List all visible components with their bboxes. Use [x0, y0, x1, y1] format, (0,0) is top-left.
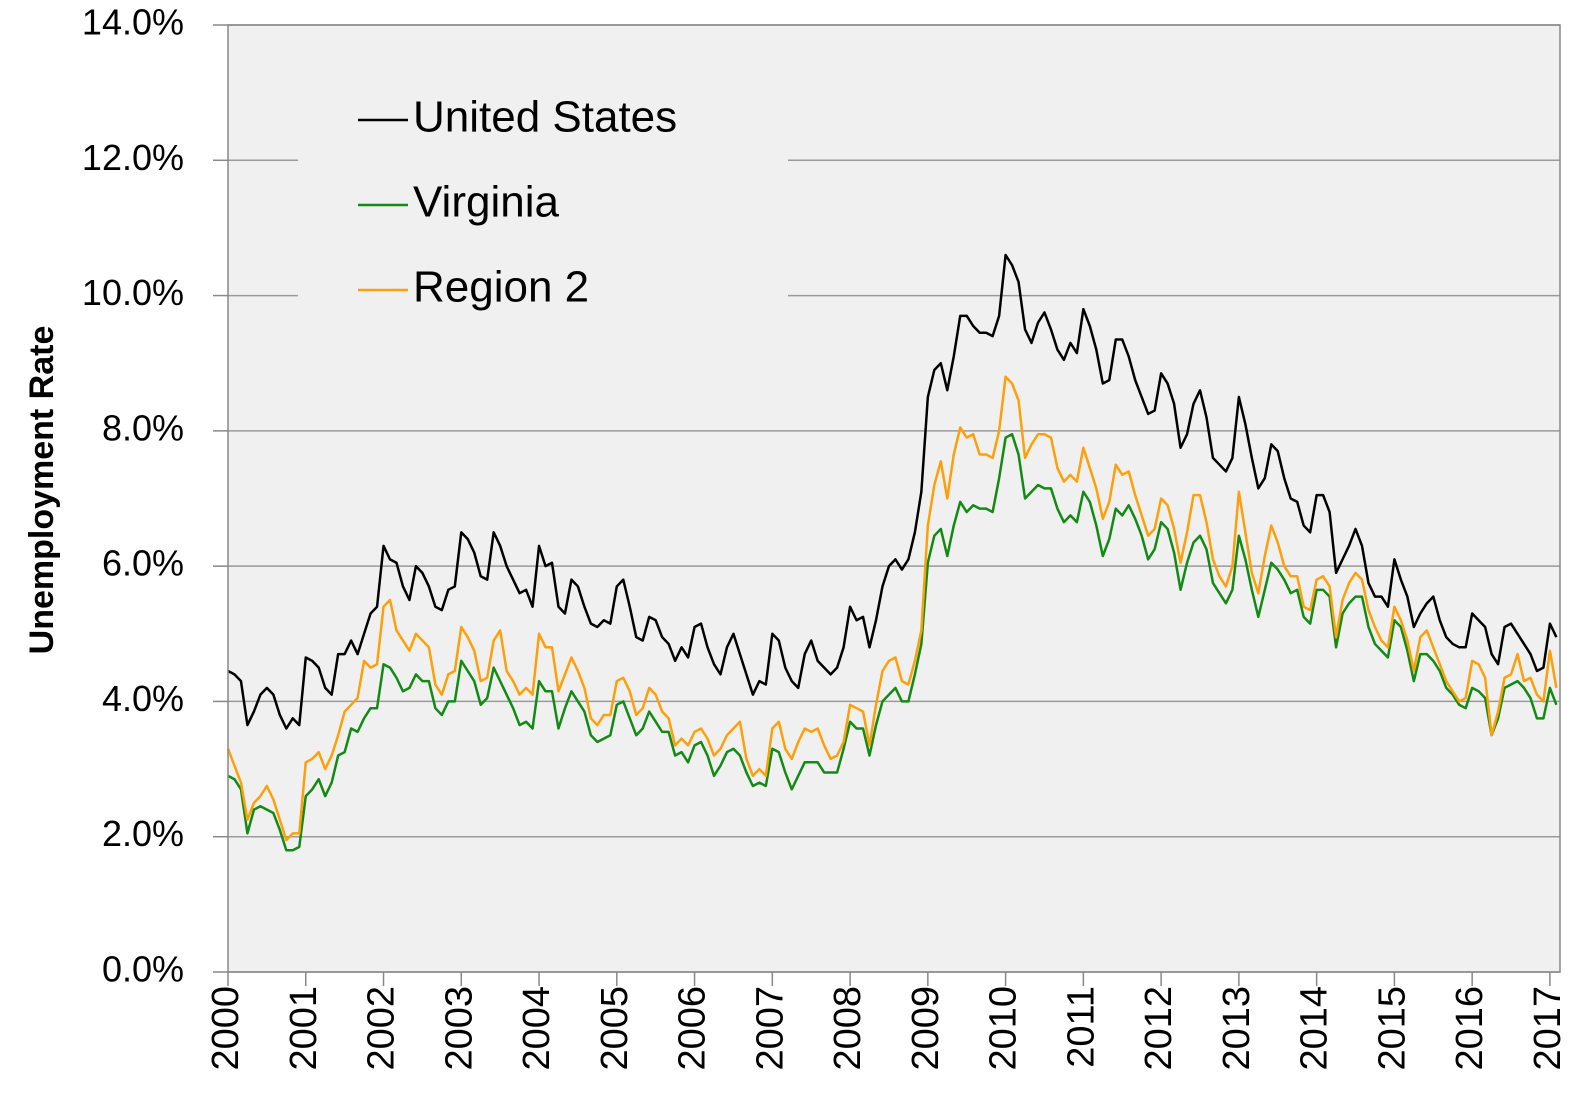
x-tick-label: 2016: [1449, 986, 1491, 1071]
x-tick-label: 2008: [827, 986, 869, 1071]
x-tick-label: 2004: [516, 986, 558, 1071]
legend-label: United States: [413, 93, 677, 142]
plot-border: [227, 24, 1561, 973]
x-tick-label: 2012: [1138, 986, 1180, 1071]
x-tick-label: 2017: [1527, 986, 1569, 1071]
y-tick-label: 2.0%: [102, 813, 184, 854]
legend-label: Region 2: [413, 263, 589, 312]
x-tick-label: 2007: [749, 986, 791, 1071]
x-tick-label: 2013: [1216, 986, 1258, 1071]
y-tick-label: 12.0%: [82, 137, 184, 178]
x-tick-label: 2000: [205, 986, 247, 1071]
legend-box: [298, 70, 788, 330]
y-tick-label: 10.0%: [82, 272, 184, 313]
y-tick-label: 8.0%: [102, 407, 184, 448]
x-tick-label: 2011: [1060, 986, 1102, 1068]
series-line: [227, 432, 1558, 852]
y-tick-label: 14.0%: [82, 2, 184, 43]
y-axis-label: Unemployment Rate: [23, 326, 61, 655]
x-tick-label: 2005: [594, 986, 636, 1071]
x-tick-label: 2014: [1294, 986, 1336, 1071]
x-tick-label: 2010: [983, 986, 1025, 1071]
legend-label: Virginia: [413, 178, 559, 227]
series-line: [227, 253, 1558, 730]
y-tick-label: 0.0%: [102, 949, 184, 990]
x-tick-label: 2006: [672, 986, 714, 1071]
y-tick-label: 4.0%: [102, 678, 184, 719]
x-tick-label: 2003: [438, 986, 480, 1071]
x-tick-label: 2009: [905, 986, 947, 1071]
x-tick-label: 2015: [1371, 986, 1413, 1071]
y-tick-label: 6.0%: [102, 543, 184, 584]
series-line: [226, 375, 1558, 842]
x-tick-label: 2002: [361, 986, 403, 1071]
x-tick-label: 2001: [283, 986, 325, 1071]
